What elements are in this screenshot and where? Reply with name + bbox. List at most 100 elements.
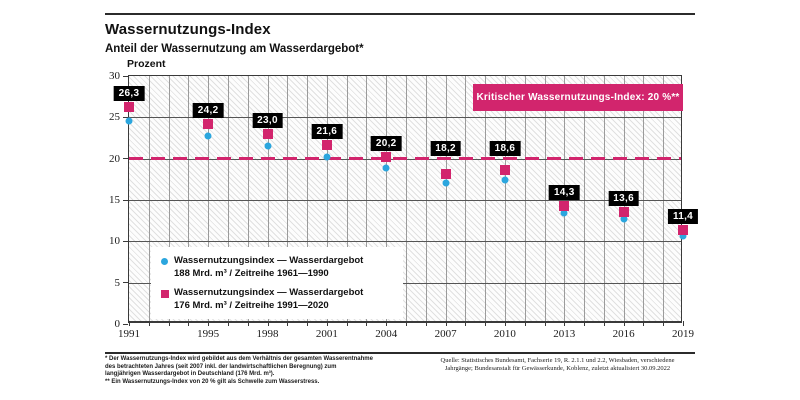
- y-axis-label: 20: [109, 152, 120, 165]
- legend: Wassernutzungsindex — Wasserdargebot 188…: [151, 247, 403, 319]
- data-point-circle: [679, 232, 687, 240]
- y-axis-tick: [123, 158, 128, 160]
- x-axis-tick: [346, 321, 348, 326]
- vertical-gridline: [504, 76, 506, 321]
- data-point-square: [559, 200, 570, 211]
- vertical-gridline: [445, 76, 447, 321]
- data-point-square: [440, 168, 451, 179]
- x-axis-label: 1995: [197, 328, 220, 340]
- data-point-circle: [264, 142, 271, 150]
- data-point-circle: [560, 209, 568, 217]
- x-axis-tick: [406, 321, 407, 326]
- value-label: 14,3: [548, 184, 580, 200]
- x-axis-tick: [326, 321, 328, 326]
- data-point-circle: [442, 179, 450, 187]
- critical-dashed-line: [129, 156, 681, 161]
- x-axis-tick: [425, 321, 427, 326]
- x-axis-tick: [603, 321, 605, 326]
- x-axis-tick: [544, 321, 546, 326]
- divider-rule: [105, 352, 695, 354]
- x-axis-tick: [524, 321, 526, 326]
- source-note: Quelle: Statistisches Bundesamt, Fachser…: [420, 357, 695, 373]
- footnote-line: langjährigen Wasserdargebot in Deutschla…: [105, 371, 275, 378]
- x-axis-tick: [445, 321, 447, 326]
- value-label: 20,2: [370, 136, 402, 151]
- vertical-gridline: [663, 76, 665, 321]
- vertical-gridline: [524, 76, 526, 321]
- data-point-circle: [204, 132, 212, 140]
- y-axis-label: 0: [114, 318, 121, 330]
- footnote-line: des betrachteten Jahres (seit 2007 inkl.…: [105, 363, 337, 370]
- page-subtitle: Anteil der Wassernutzung am Wasserdargeb…: [105, 43, 364, 55]
- vertical-gridline: [485, 76, 487, 321]
- value-label: 24,2: [192, 102, 224, 118]
- x-axis-tick: [188, 321, 190, 326]
- x-axis-label: 2010: [493, 328, 516, 340]
- x-axis-label: 1998: [256, 328, 279, 340]
- x-axis-tick: [504, 321, 506, 326]
- data-point-circle: [620, 215, 628, 223]
- x-axis-tick: [129, 321, 130, 326]
- x-axis-tick: [465, 321, 467, 326]
- data-point-square: [618, 206, 629, 217]
- vertical-gridline: [208, 76, 210, 321]
- data-point-square: [262, 128, 273, 139]
- value-label: 11,4: [667, 208, 699, 224]
- y-axis-label: 30: [109, 70, 120, 82]
- legend-item-line2: 176 Mrd. m³ / Zeitreihe 1991—2020: [174, 299, 329, 311]
- value-label: 18,6: [489, 140, 521, 156]
- x-axis-tick: [663, 321, 665, 326]
- legend-item-line1: Wassernutzungsindex — Wasserdargebot: [174, 287, 364, 298]
- y-axis-tick: [123, 323, 128, 325]
- vertical-gridline: [544, 76, 546, 321]
- vertical-gridline: [406, 76, 407, 321]
- vertical-gridline: [267, 76, 269, 321]
- vertical-gridline: [188, 76, 190, 321]
- vertical-gridline: [168, 76, 170, 321]
- data-point-circle: [501, 176, 509, 184]
- value-label: 13,6: [608, 190, 639, 206]
- data-point-circle: [323, 153, 331, 161]
- footnote-line: ** Ein Wassernutzungs-Index von 20 % gil…: [105, 378, 320, 385]
- vertical-gridline: [307, 76, 309, 321]
- data-point-square: [499, 165, 510, 176]
- vertical-gridline: [425, 76, 427, 321]
- horizontal-gridline: [129, 200, 681, 201]
- x-axis-label: 2007: [434, 328, 457, 340]
- vertical-gridline: [386, 76, 388, 321]
- plot-area: Kritischer Wassernutzungs-Index: 20 %** …: [109, 70, 699, 340]
- x-axis-tick: [307, 321, 309, 326]
- vertical-gridline: [366, 76, 368, 321]
- vertical-gridline: [326, 76, 328, 321]
- legend-item-line2: 188 Mrd. m³ / Zeitreihe 1961—1990: [174, 267, 329, 279]
- x-axis-tick: [564, 321, 566, 326]
- x-axis-tick: [623, 321, 625, 326]
- legend-item-1991-2020: Wassernutzungsindex — Wasserdargebot 176…: [161, 287, 403, 312]
- x-axis-tick: [227, 321, 229, 326]
- value-label: 21,6: [311, 124, 343, 140]
- value-label: 18,2: [430, 140, 461, 156]
- value-label: 23,0: [252, 112, 283, 128]
- vertical-gridline: [603, 76, 605, 321]
- page-title: Wassernutzungs-Index: [105, 21, 271, 38]
- horizontal-gridline: [129, 117, 681, 119]
- legend-item-1961-1990: Wassernutzungsindex — Wasserdargebot 188…: [161, 255, 403, 280]
- x-axis-tick: [386, 321, 388, 326]
- x-axis-tick: [366, 321, 368, 326]
- x-axis-label: 2013: [553, 328, 576, 340]
- y-axis-label: 5: [114, 276, 121, 289]
- y-axis-tick: [123, 199, 128, 201]
- vertical-gridline: [148, 76, 150, 321]
- data-point-square: [381, 152, 392, 162]
- x-axis-label: 2016: [612, 328, 635, 340]
- data-point-square: [678, 224, 688, 235]
- footnotes: * Der Wassernutzungs-Index wird gebildet…: [105, 356, 435, 386]
- x-axis-label: 2019: [672, 328, 694, 340]
- horizontal-gridline: [129, 282, 681, 284]
- data-point-square: [124, 101, 134, 112]
- x-axis-label: 2001: [315, 328, 338, 340]
- data-point-square: [321, 140, 332, 151]
- blue-circle-marker-icon: [161, 257, 168, 265]
- horizontal-gridline: [129, 241, 681, 243]
